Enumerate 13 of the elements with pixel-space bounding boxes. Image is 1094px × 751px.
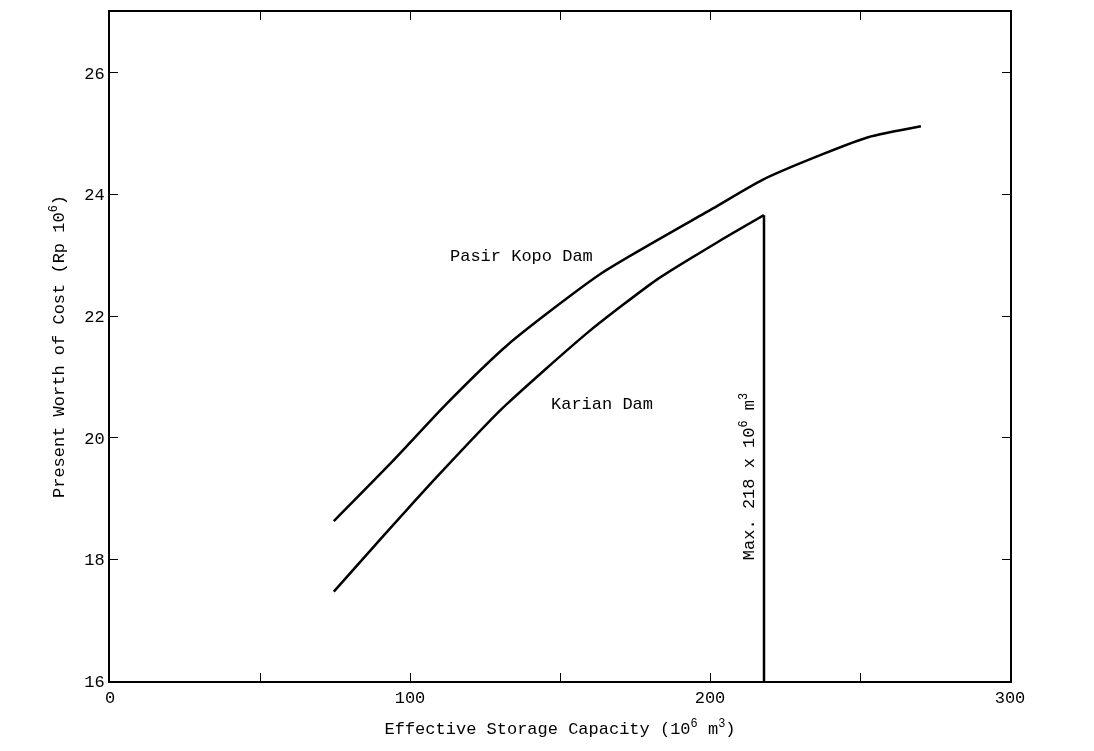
y-tick-label: 18 [84, 551, 105, 571]
y-tick-label: 20 [84, 429, 105, 449]
x-tick-label: 100 [394, 689, 426, 709]
x-tick-label: 300 [994, 689, 1026, 709]
x-tick-label: 200 [694, 689, 726, 709]
series-label: Karian Dam [551, 395, 654, 414]
x-axis-title: Effective Storage Capacity (10$^{6}$ m$^{3}$) [384, 717, 736, 740]
series-label: Pasir Kopo Dam [450, 247, 593, 266]
y-tick-label: 16 [84, 672, 105, 692]
y-tick-label: 22 [84, 308, 105, 328]
y-tick-label: 24 [84, 186, 105, 206]
x-tick-label: 0 [104, 689, 116, 709]
y-tick-label: 26 [84, 64, 105, 84]
